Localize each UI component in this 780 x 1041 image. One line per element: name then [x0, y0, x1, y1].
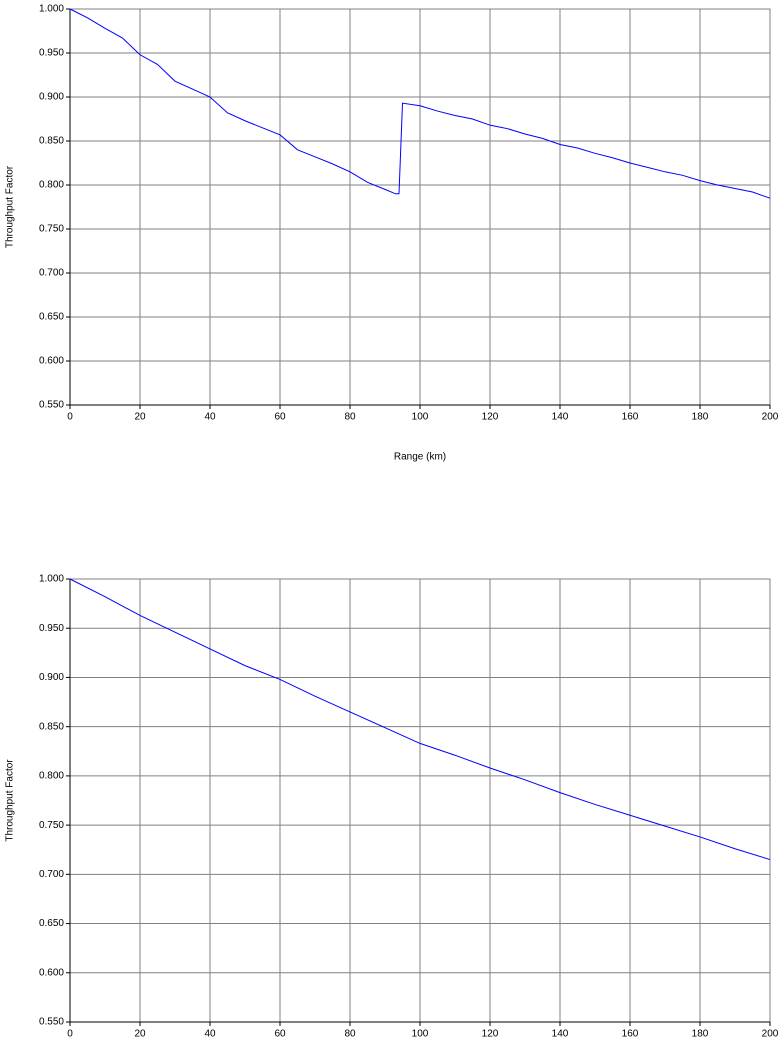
x-tick-label: 40 [204, 1029, 216, 1040]
x-tick-label: 100 [412, 1029, 429, 1040]
y-tick-label: 0.700 [39, 268, 64, 279]
x-tick-label: 20 [134, 412, 146, 423]
x-tick-label: 40 [204, 412, 216, 423]
x-tick-label: 80 [344, 1029, 356, 1040]
y-tick-label: 0.800 [39, 180, 64, 191]
x-axis-label: Range (km) [394, 452, 446, 463]
x-tick-label: 20 [134, 1029, 146, 1040]
x-tick-label: 200 [762, 412, 779, 423]
y-tick-label: 0.700 [39, 869, 64, 880]
y-tick-label: 0.750 [39, 820, 64, 831]
x-tick-label: 80 [344, 412, 356, 423]
x-tick-label: 140 [552, 412, 569, 423]
x-tick-label: 180 [692, 412, 709, 423]
y-tick-label: 1.000 [39, 574, 64, 585]
y-tick-label: 0.600 [39, 356, 64, 367]
y-tick-label: 0.550 [39, 1017, 64, 1028]
y-tick-label: 0.750 [39, 224, 64, 235]
y-tick-label: 0.900 [39, 672, 64, 683]
x-tick-label: 200 [762, 1029, 779, 1040]
y-tick-label: 0.600 [39, 967, 64, 978]
x-tick-label: 140 [552, 1029, 569, 1040]
x-tick-label: 0 [67, 1029, 73, 1040]
x-tick-label: 160 [622, 412, 639, 423]
y-tick-label: 0.900 [39, 92, 64, 103]
x-tick-label: 120 [482, 1029, 499, 1040]
x-tick-label: 100 [412, 412, 429, 423]
y-tick-label: 1.000 [39, 4, 64, 15]
y-tick-label: 0.800 [39, 771, 64, 782]
y-tick-label: 0.950 [39, 48, 64, 59]
y-tick-label: 0.650 [39, 312, 64, 323]
x-tick-label: 120 [482, 412, 499, 423]
data-line [69, 578, 771, 861]
data-line [69, 8, 771, 199]
x-tick-label: 60 [274, 1029, 286, 1040]
x-tick-label: 0 [67, 412, 73, 423]
x-tick-label: 160 [622, 1029, 639, 1040]
x-tick-label: 180 [692, 1029, 709, 1040]
y-axis-label: Throughput Factor [5, 165, 16, 248]
y-tick-label: 0.850 [39, 721, 64, 732]
y-tick-label: 0.650 [39, 918, 64, 929]
y-tick-label: 0.550 [39, 400, 64, 411]
y-tick-label: 0.850 [39, 136, 64, 147]
y-tick-label: 0.950 [39, 623, 64, 634]
y-axis-label: Throughput Factor [5, 759, 16, 842]
x-tick-label: 60 [274, 412, 286, 423]
